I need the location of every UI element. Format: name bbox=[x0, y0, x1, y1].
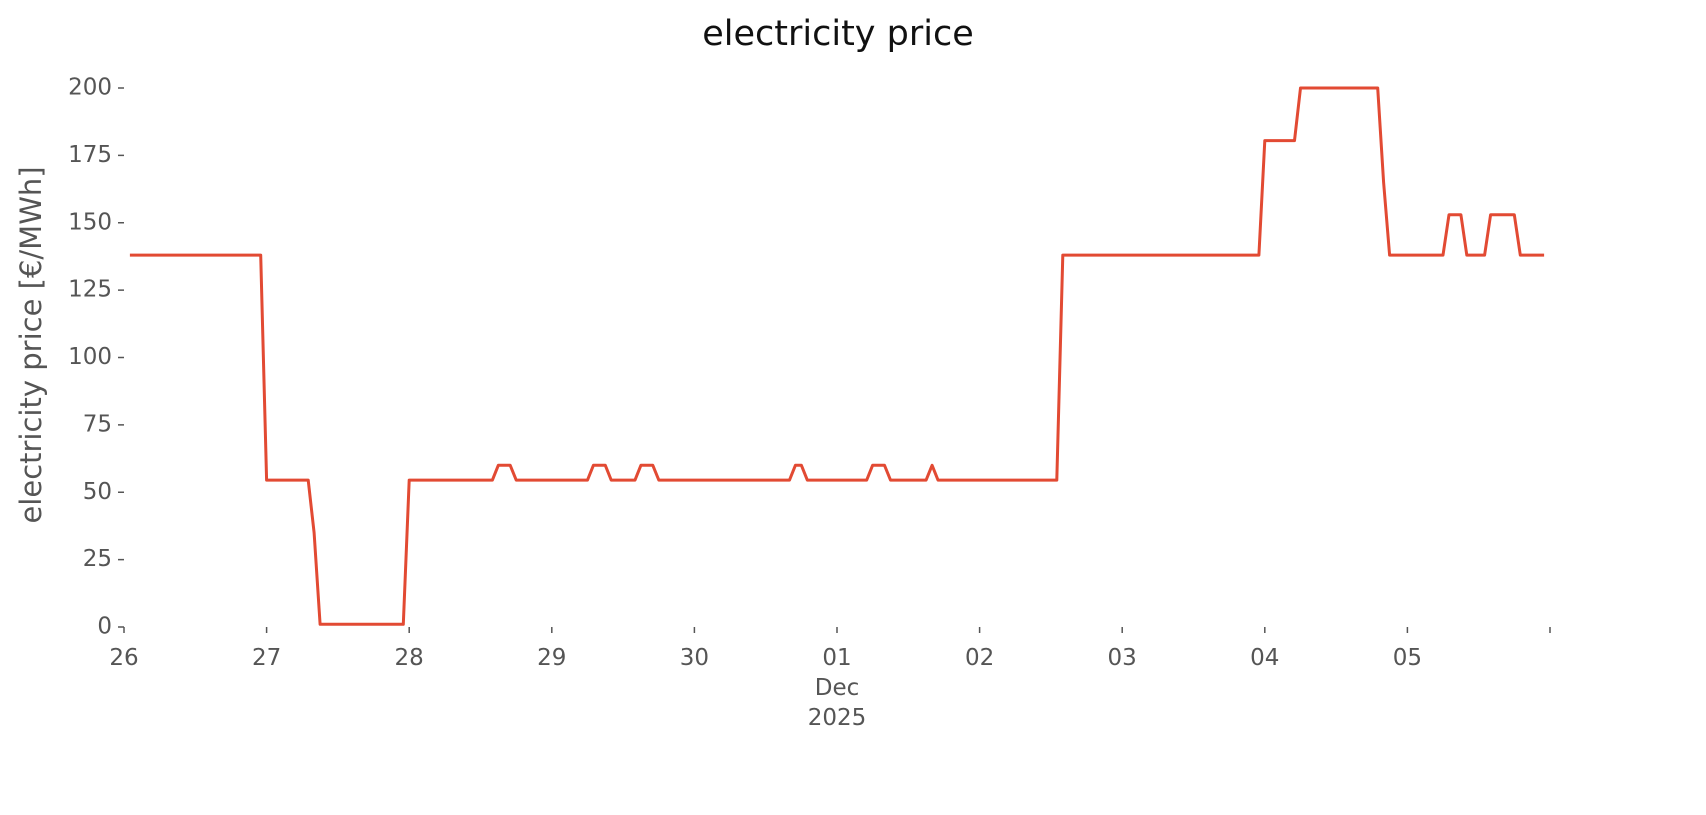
x-tick-label-line: 04 bbox=[1250, 645, 1279, 671]
x-tick-label-line: 2025 bbox=[808, 705, 867, 731]
y-tick-label: 100 bbox=[68, 344, 112, 370]
y-tick-label: 175 bbox=[68, 142, 112, 168]
x-tick-label: 04 bbox=[1250, 645, 1279, 671]
x-tick-label-line: 29 bbox=[537, 645, 566, 671]
x-tick-label-line: Dec bbox=[815, 675, 860, 701]
x-tick-label: 27 bbox=[252, 645, 281, 671]
x-tick-label: 30 bbox=[680, 645, 709, 671]
y-tick-label: 125 bbox=[68, 277, 112, 303]
x-tick-label-line: 27 bbox=[252, 645, 281, 671]
x-tick-label-line: 28 bbox=[395, 645, 424, 671]
x-tick-label: 26 bbox=[109, 645, 138, 671]
y-tick-label: 200 bbox=[68, 75, 112, 101]
x-tick-label-line: 05 bbox=[1393, 645, 1422, 671]
y-tick-label: 0 bbox=[97, 614, 112, 640]
x-tick-label: 01 Dec 2025 bbox=[808, 645, 867, 731]
price-line bbox=[129, 86, 1545, 626]
chart-title: electricity price bbox=[702, 14, 974, 54]
y-axis-label: electricity price [€/MWh] bbox=[14, 166, 48, 523]
x-tick-label-line: 01 bbox=[822, 645, 851, 671]
x-tick-label: 03 bbox=[1108, 645, 1137, 671]
x-tick-label: 02 bbox=[965, 645, 994, 671]
y-tick-label: 150 bbox=[68, 209, 112, 235]
x-tick-label: 05 bbox=[1393, 645, 1422, 671]
x-tick-label: 28 bbox=[395, 645, 424, 671]
x-tick-label-line: 02 bbox=[965, 645, 994, 671]
y-tick-label: 25 bbox=[83, 546, 112, 572]
x-tick-label-line: 26 bbox=[109, 645, 138, 671]
x-tick-label-line: 03 bbox=[1108, 645, 1137, 671]
x-tick-label-line: 30 bbox=[680, 645, 709, 671]
y-tick-label: 50 bbox=[83, 479, 112, 505]
y-tick-label: 75 bbox=[83, 411, 112, 437]
x-tick-label: 29 bbox=[537, 645, 566, 671]
